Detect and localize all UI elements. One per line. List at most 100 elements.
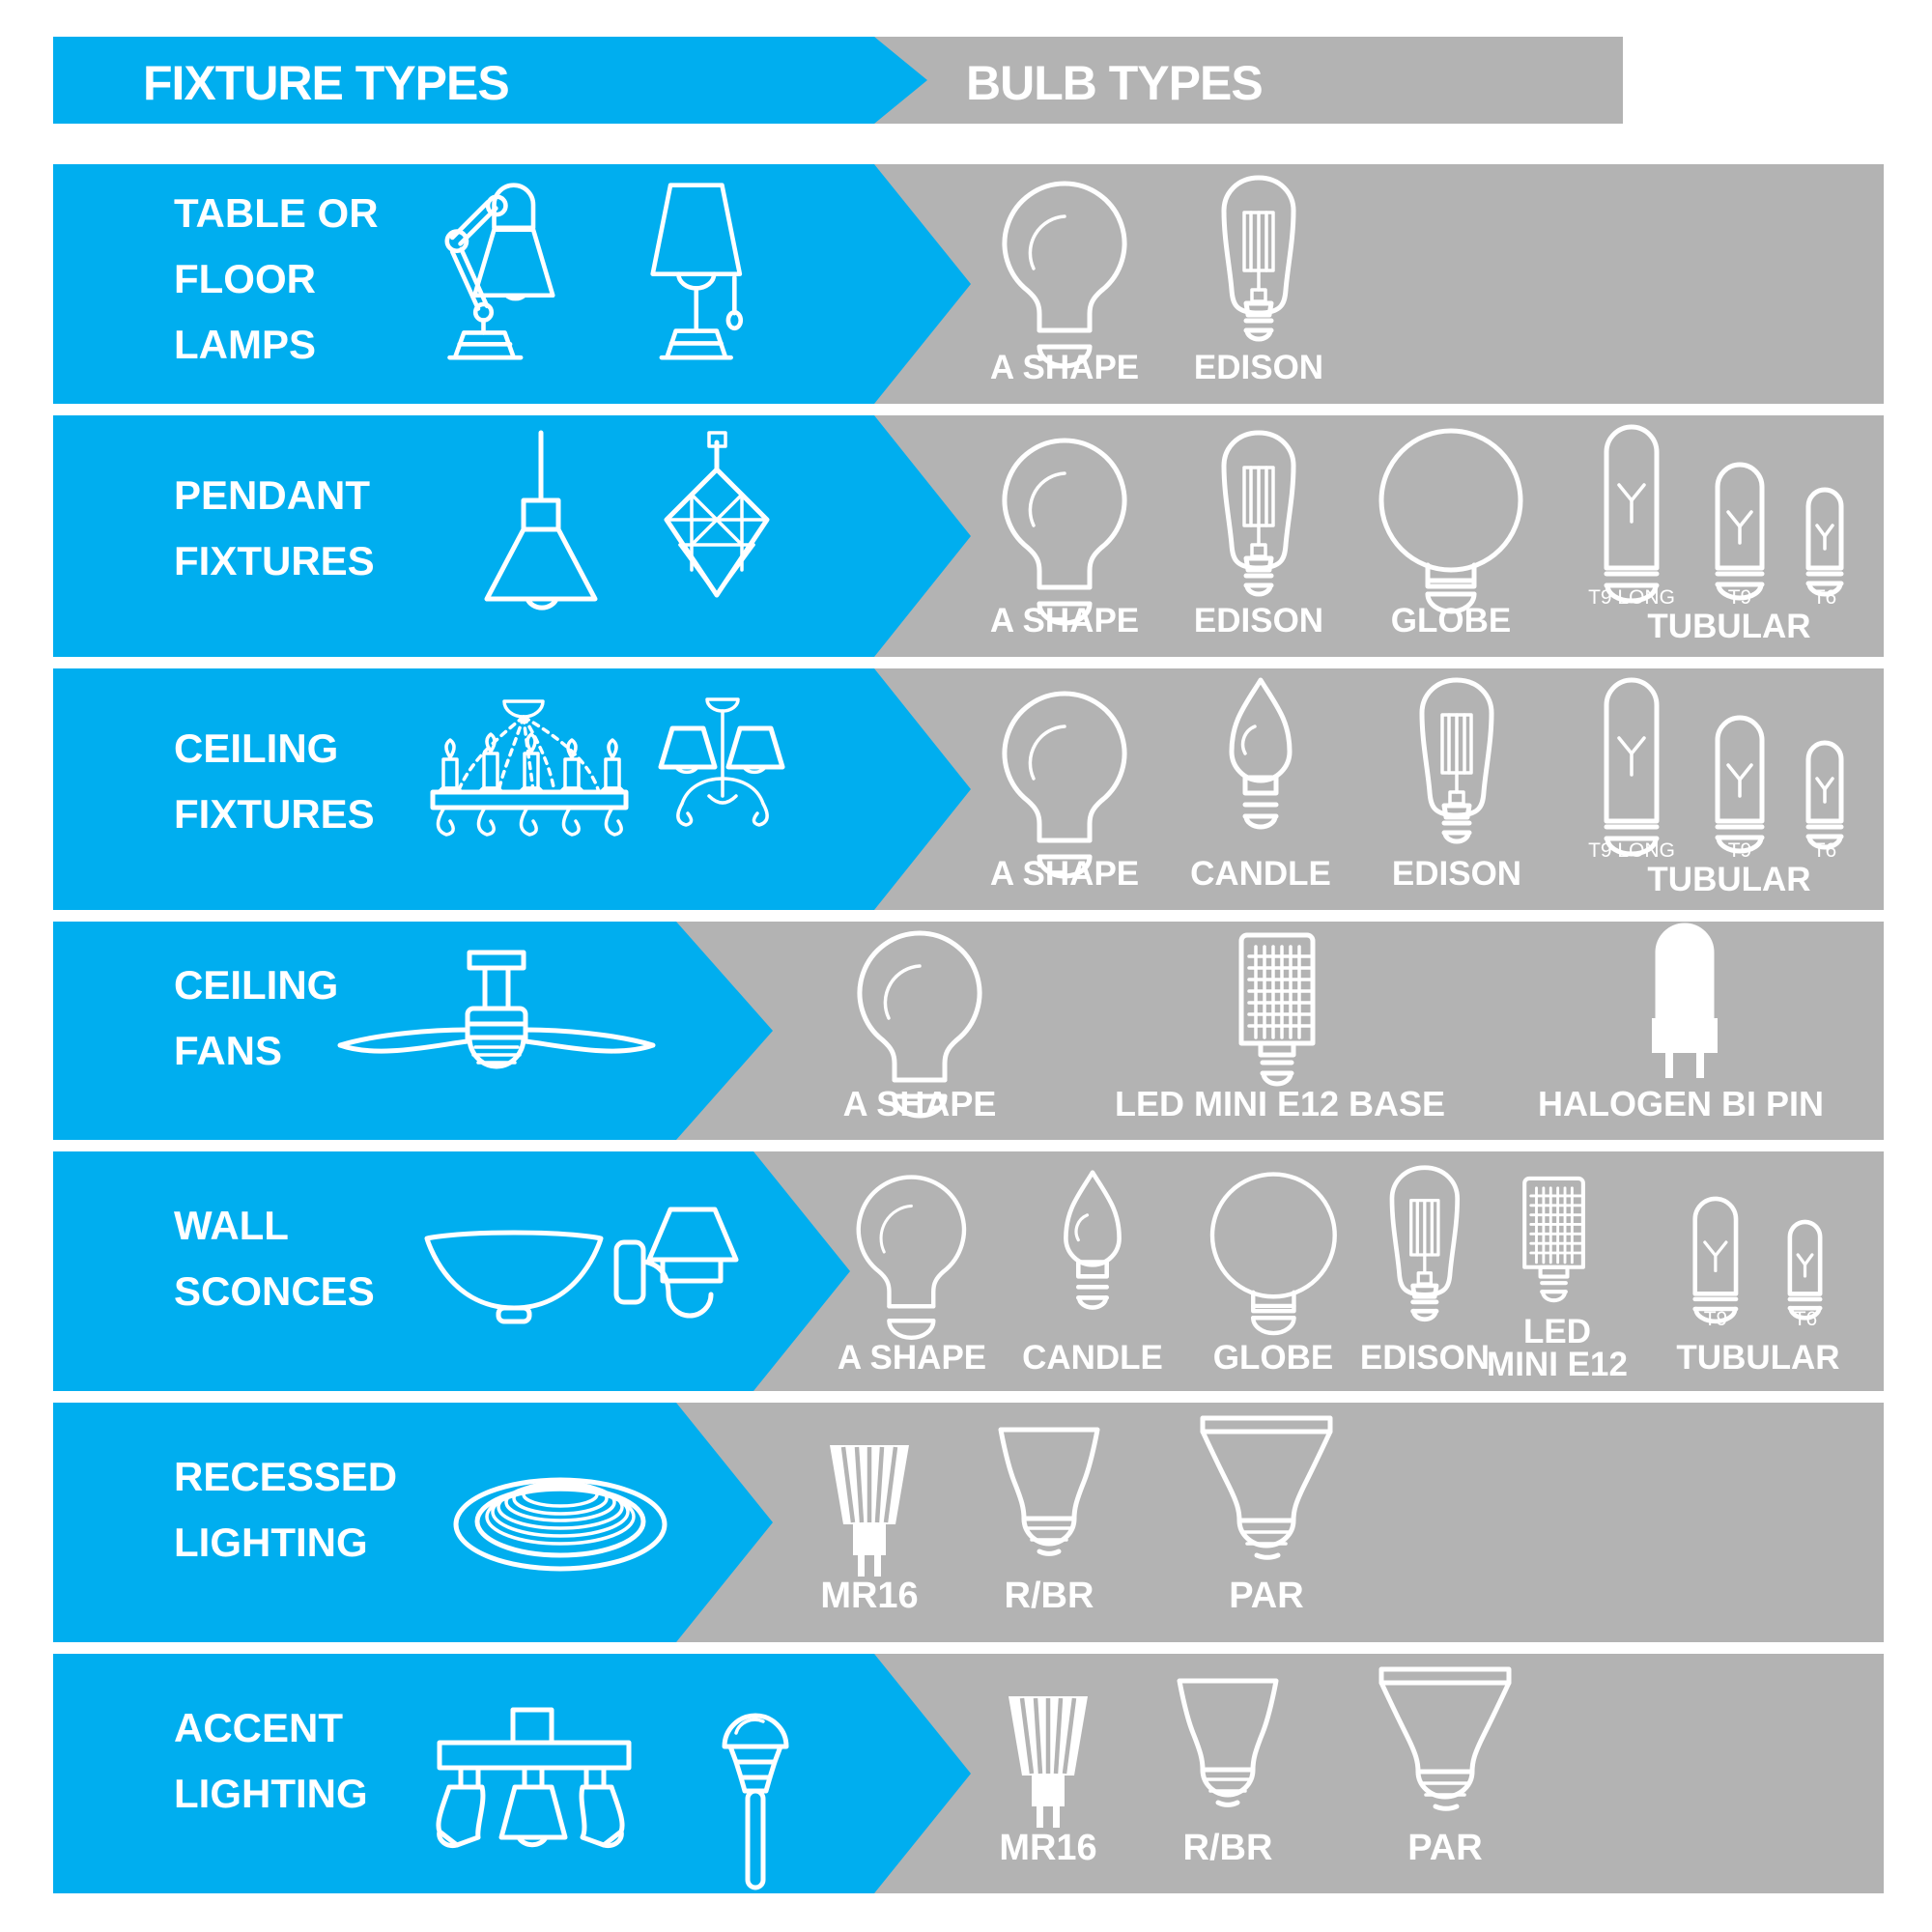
- row3-fixture-label-line1: CEILING: [174, 725, 338, 771]
- row1-fixture-label-line2: FLOOR: [174, 256, 316, 301]
- chandelier-large-icon: [430, 699, 629, 837]
- row-wall-sconces[interactable]: WALL SCONCES A SHAPE: [53, 1151, 1884, 1391]
- row7-bulb-label-par: PAR: [1407, 1828, 1482, 1868]
- a-shape-bulb-icon: [857, 930, 982, 1119]
- row3-fixture-band: [53, 668, 971, 910]
- recessed-can-icon: [453, 1477, 668, 1572]
- tubular-bulb-icon: [1604, 677, 1660, 857]
- mr16-bulb-icon: [1009, 1696, 1088, 1828]
- led-mini-e12-icon: [1238, 932, 1316, 1087]
- candle-bulb-icon: [1229, 677, 1293, 830]
- row6-fixture-band: [53, 1403, 773, 1642]
- par-bulb-icon: [1200, 1415, 1333, 1560]
- header-row: FIXTURE TYPES BULB TYPES: [53, 37, 1623, 124]
- row4-fixture-label-line2: FANS: [174, 1028, 282, 1073]
- a-shape-bulb-icon: [856, 1175, 967, 1340]
- row2-fixture-band: [53, 415, 971, 657]
- row2-bulb-sub-t9: T9: [1728, 586, 1752, 609]
- row6-bulb-label-mr16: MR16: [820, 1576, 918, 1616]
- header-left-band: [53, 37, 927, 124]
- row-recessed-lighting[interactable]: RECESSED LIGHTING: [53, 1403, 1884, 1642]
- a-shape-bulb-icon: [1002, 691, 1127, 879]
- row-ceiling-fans[interactable]: CEILING FANS A SHAPE: [53, 922, 1884, 1140]
- edison-bulb-icon: [1221, 430, 1296, 597]
- mr16-bulb-icon: [830, 1445, 909, 1577]
- row2-bulb-sub-t6: T6: [1813, 586, 1837, 609]
- row7-bulb-label-rbr: R/BR: [1183, 1828, 1273, 1868]
- candle-bulb-icon: [1064, 1170, 1122, 1310]
- row5-bulb-sub-t6: T6: [1794, 1308, 1818, 1330]
- track-light-icon: [436, 1707, 632, 1849]
- row3-bulb-sub-t9-long: T9 LONG: [1588, 839, 1675, 862]
- row2-bulb-label-tubular: TUBULAR: [1647, 608, 1810, 645]
- row5-bulb-label-a-shape: A SHAPE: [838, 1339, 986, 1377]
- row1-bulb-band: [874, 164, 1884, 404]
- row1-fixture-label-line1: TABLE OR: [174, 190, 379, 236]
- tubular-bulb-icon: [1604, 424, 1660, 604]
- row7-bulb-label-mr16: MR16: [999, 1828, 1096, 1868]
- edison-bulb-icon: [1221, 175, 1296, 342]
- row7-fixture-label-line1: ACCENT: [174, 1705, 343, 1750]
- row-accent-lighting[interactable]: ACCENT LIGHTING: [53, 1654, 1884, 1893]
- row2-bulb-label-globe: GLOBE: [1391, 602, 1511, 639]
- row5-bulb-label-mini-e12: MINI E12: [1487, 1346, 1628, 1383]
- row6-bulb-label-par: PAR: [1229, 1576, 1303, 1616]
- row1-fixture-band: [53, 164, 971, 404]
- row5-fixture-label-line2: SCONCES: [174, 1268, 375, 1314]
- row4-bulb-label-led-mini-e12: LED MINI E12 BASE: [1115, 1084, 1445, 1123]
- row5-bulb-label-tubular: TUBULAR: [1676, 1339, 1839, 1377]
- rbr-bulb-icon: [998, 1427, 1100, 1556]
- edison-bulb-icon: [1389, 1165, 1461, 1322]
- row5-bulb-label-globe: GLOBE: [1213, 1339, 1333, 1377]
- row1-bulb-label-a-shape: A SHAPE: [990, 349, 1139, 386]
- led-mini-e12-icon: [1522, 1176, 1585, 1303]
- sconce-shade-icon: [613, 1207, 739, 1319]
- row6-bulb-label-rbr: R/BR: [1005, 1576, 1094, 1616]
- tubular-bulb-icon: [1715, 462, 1765, 601]
- row5-fixture-label-line1: WALL: [174, 1203, 289, 1248]
- row3-bulb-label-a-shape: A SHAPE: [990, 855, 1139, 893]
- edison-bulb-icon: [1419, 677, 1494, 844]
- row5-bulb-sub-t9: T9: [1704, 1308, 1728, 1330]
- row3-fixture-label-line2: FIXTURES: [174, 791, 375, 837]
- row3-bulb-sub-t9: T9: [1728, 839, 1752, 862]
- row-table-or-floor-lamps[interactable]: TABLE OR FLOOR LAMPS: [53, 164, 1884, 404]
- rbr-bulb-icon: [1177, 1678, 1279, 1807]
- a-shape-bulb-icon: [1002, 181, 1127, 369]
- row3-bulb-label-candle: CANDLE: [1190, 855, 1331, 893]
- header-right-title: BULB TYPES: [966, 56, 1263, 110]
- table-lamp-icon: [650, 183, 744, 360]
- row1-fixture-label-line3: LAMPS: [174, 322, 316, 367]
- pendant-cone-icon: [484, 430, 598, 611]
- row6-fixture-label-line1: RECESSED: [174, 1454, 397, 1499]
- tubular-bulb-icon: [1715, 715, 1765, 854]
- row-ceiling-fixtures[interactable]: CEILING FIXTURES: [53, 668, 1884, 910]
- row2-fixture-label-line2: FIXTURES: [174, 538, 375, 583]
- sconce-bowl-icon: [424, 1230, 604, 1324]
- row4-bulb-label-a-shape: A SHAPE: [843, 1084, 997, 1123]
- row2-bulb-label-a-shape: A SHAPE: [990, 602, 1139, 639]
- row1-bulb-label-edison: EDISON: [1194, 349, 1323, 386]
- row5-bulb-label-edison: EDISON: [1360, 1339, 1490, 1377]
- row6-fixture-label-line2: LIGHTING: [174, 1520, 368, 1565]
- row2-fixture-label-line1: PENDANT: [174, 472, 370, 518]
- path-light-icon: [722, 1713, 789, 1890]
- row-pendant-fixtures[interactable]: PENDANT FIXTURES A SHAPE: [53, 415, 1884, 657]
- row7-fixture-band: [53, 1654, 971, 1893]
- tubular-bulb-icon: [1805, 740, 1844, 850]
- pendant-cage-icon: [664, 431, 770, 598]
- row2-bulb-label-edison: EDISON: [1194, 602, 1323, 639]
- row4-fixture-label-line1: CEILING: [174, 962, 338, 1008]
- tubular-bulb-icon: [1787, 1219, 1823, 1321]
- header-left-title: FIXTURE TYPES: [143, 56, 509, 110]
- row3-bulb-label-tubular: TUBULAR: [1647, 861, 1810, 898]
- row4-bulb-label-halogen-bi-pin: HALOGEN BI PIN: [1538, 1084, 1824, 1123]
- header-right-band: [874, 37, 1623, 124]
- halogen-bi-pin-icon: [1652, 923, 1718, 1078]
- a-shape-bulb-icon: [1002, 438, 1127, 626]
- row5-bulb-label-led: LED: [1523, 1313, 1591, 1350]
- ceiling-fan-icon: [337, 950, 656, 1069]
- row5-bulb-label-candle: CANDLE: [1022, 1339, 1163, 1377]
- row3-bulb-sub-t6: T6: [1813, 839, 1837, 862]
